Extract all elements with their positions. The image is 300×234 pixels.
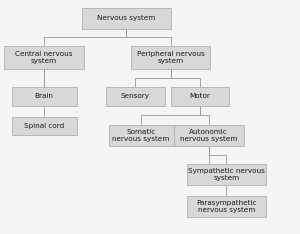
Text: Motor: Motor (190, 93, 210, 99)
Text: Spinal cord: Spinal cord (24, 123, 64, 129)
FancyBboxPatch shape (187, 196, 266, 217)
FancyBboxPatch shape (12, 87, 76, 106)
FancyBboxPatch shape (12, 117, 76, 135)
Text: Somatic
nervous system: Somatic nervous system (112, 129, 170, 142)
FancyBboxPatch shape (171, 87, 230, 106)
FancyBboxPatch shape (106, 87, 165, 106)
Text: Central nervous
system: Central nervous system (15, 51, 73, 64)
Text: Sensory: Sensory (121, 93, 150, 99)
FancyBboxPatch shape (131, 46, 210, 69)
FancyBboxPatch shape (173, 125, 244, 146)
Text: Autonomic
nervous system: Autonomic nervous system (180, 129, 238, 142)
Text: Parasympathetic
nervous system: Parasympathetic nervous system (196, 200, 257, 213)
Text: Brain: Brain (35, 93, 54, 99)
Text: Nervous system: Nervous system (97, 15, 156, 21)
Text: Peripheral nervous
system: Peripheral nervous system (136, 51, 205, 64)
FancyBboxPatch shape (187, 164, 266, 185)
FancyBboxPatch shape (109, 125, 173, 146)
Text: Sympathetic nervous
system: Sympathetic nervous system (188, 168, 265, 181)
FancyBboxPatch shape (4, 46, 84, 69)
FancyBboxPatch shape (82, 8, 171, 29)
